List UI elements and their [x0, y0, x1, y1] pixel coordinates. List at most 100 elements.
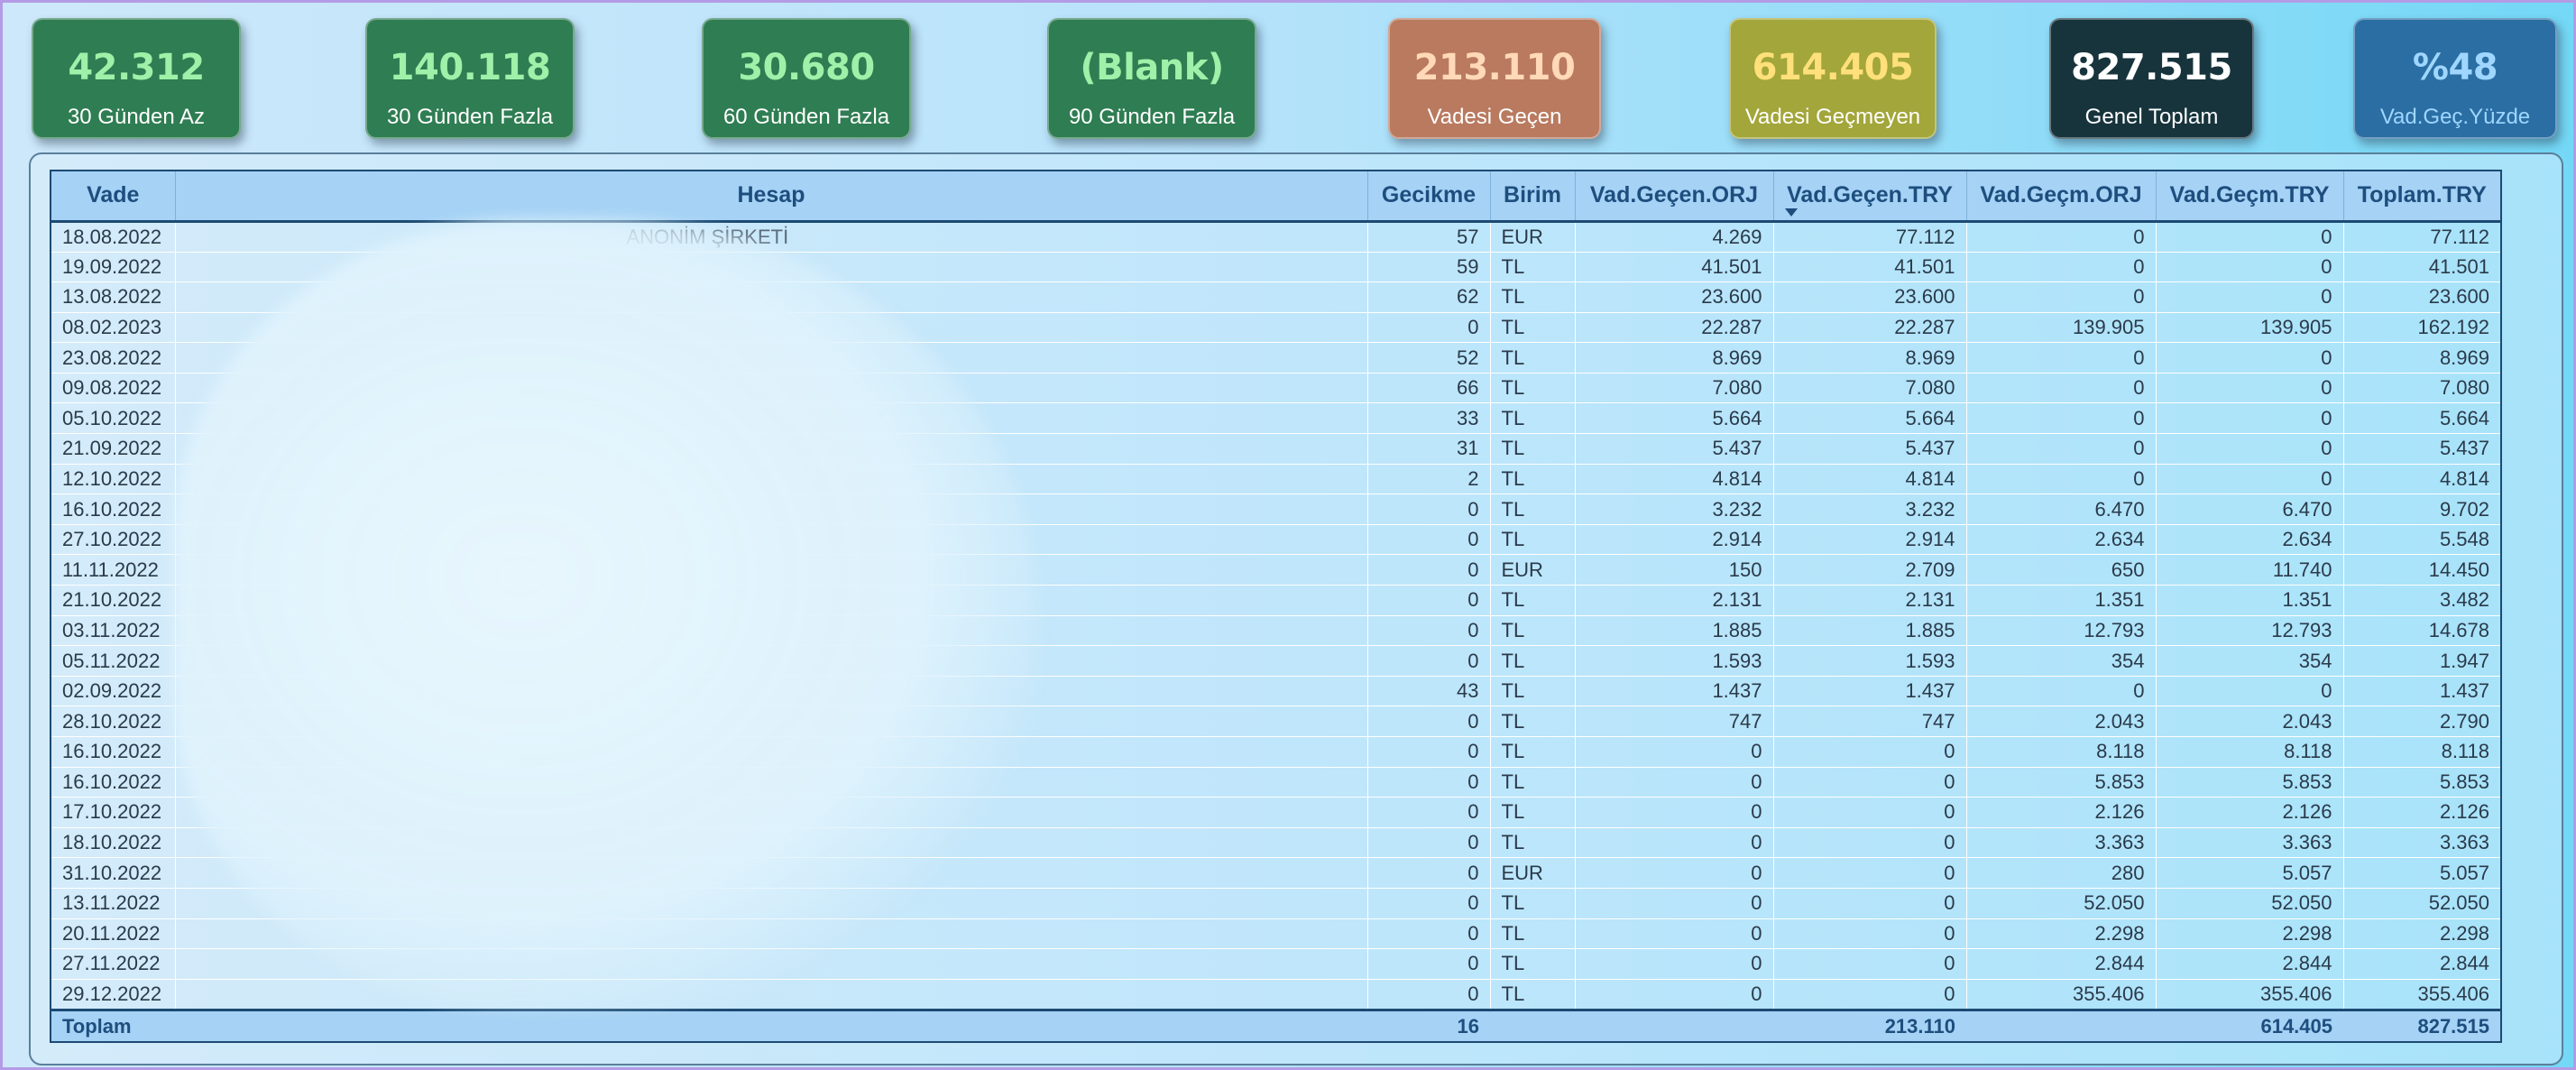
- cell-vad-gecm-try: 6.470: [2155, 493, 2343, 525]
- cell-hesap: [174, 645, 1367, 677]
- table-row[interactable]: 18.08.2022 ANONİM ŞİRKETİ 57 EUR 4.269 77.112…: [50, 221, 2502, 253]
- cell-hesap: [174, 585, 1367, 616]
- table-row[interactable]: 13.11.2022 0 TL 0 0 52.050 52.050 52.050: [50, 888, 2502, 919]
- cell-vad-gecen-try: 0: [1772, 857, 1966, 889]
- cell-vad-gecm-orj: 354: [1965, 645, 2156, 677]
- cell-gecikme: 0: [1366, 585, 1490, 616]
- cell-vad-gecen-try: 2.131: [1772, 585, 1966, 616]
- kpi-value: (Blank): [1080, 47, 1224, 88]
- table-row[interactable]: 16.10.2022 0 TL 0 0 5.853 5.853 5.853: [50, 767, 2502, 798]
- table-total-row: Toplam 16 213.110 614.405 827.515: [50, 1008, 2502, 1044]
- cell-vad-gecen-try: 2.709: [1772, 554, 1966, 586]
- table-row[interactable]: 28.10.2022 0 TL 747 747 2.043 2.043 2.790: [50, 706, 2502, 737]
- cell-vad-gecen-try: 22.287: [1772, 312, 1966, 344]
- cell-toplam-try: 4.814: [2342, 464, 2502, 495]
- aging-table-container: Vade Hesap Gecikme Birim Vad.Geçen.ORJ Vad.Ge…: [50, 170, 2502, 1044]
- cell-vad-gecm-orj: 5.853: [1965, 767, 2156, 798]
- header-label: Vad.Geçm.TRY: [2169, 182, 2330, 208]
- cell-vad-gecm-try: 12.793: [2155, 615, 2343, 647]
- table-row[interactable]: 13.08.2022 62 TL 23.600 23.600 0 0 23.600: [50, 281, 2502, 313]
- cell-vade: 11.11.2022: [50, 554, 175, 586]
- header-vade[interactable]: Vade: [50, 170, 175, 223]
- header-vad-gecm-try[interactable]: Vad.Geçm.TRY: [2155, 170, 2343, 223]
- cell-gecikme: 0: [1366, 615, 1490, 647]
- cell-vad-gecm-try: 0: [2155, 464, 2343, 495]
- header-gecikme[interactable]: Gecikme: [1366, 170, 1490, 223]
- cell-vad-gecm-orj: 6.470: [1965, 493, 2156, 525]
- cell-vad-gecen-try: 8.969: [1772, 342, 1966, 374]
- kpi-card: 140.118 30 Günden Fazla: [365, 18, 575, 139]
- cell-toplam-try: 2.790: [2342, 706, 2502, 737]
- cell-vad-gecen-try: 2.914: [1772, 524, 1966, 556]
- cell-birim: TL: [1489, 615, 1575, 647]
- cell-birim: TL: [1489, 585, 1575, 616]
- cell-vad-gecen-try: 5.664: [1772, 402, 1966, 435]
- header-vad-gecen-try[interactable]: Vad.Geçen.TRY: [1772, 170, 1966, 223]
- table-row[interactable]: 12.10.2022 2 TL 4.814 4.814 0 0 4.814: [50, 464, 2502, 495]
- table-row[interactable]: 21.10.2022 0 TL 2.131 2.131 1.351 1.351 3.482: [50, 585, 2502, 616]
- table-row[interactable]: 02.09.2022 43 TL 1.437 1.437 0 0 1.437: [50, 676, 2502, 707]
- table-row[interactable]: 09.08.2022 66 TL 7.080 7.080 0 0 7.080: [50, 373, 2502, 404]
- table-row[interactable]: 18.10.2022 0 TL 0 0 3.363 3.363 3.363: [50, 827, 2502, 859]
- table-row[interactable]: 16.10.2022 0 TL 3.232 3.232 6.470 6.470 9.702: [50, 493, 2502, 525]
- table-row[interactable]: 05.11.2022 0 TL 1.593 1.593 354 354 1.947: [50, 645, 2502, 677]
- cell-vad-gecen-try: 0: [1772, 797, 1966, 828]
- table-row[interactable]: 05.10.2022 33 TL 5.664 5.664 0 0 5.664: [50, 402, 2502, 435]
- kpi-value: 827.515: [2071, 47, 2232, 88]
- cell-vad-gecen-try: 5.437: [1772, 433, 1966, 465]
- cell-vad-gecm-try: 0: [2155, 342, 2343, 374]
- cell-gecikme: 59: [1366, 252, 1490, 283]
- cell-hesap: [174, 615, 1367, 647]
- sort-descending-icon[interactable]: [1784, 208, 1798, 217]
- table-row[interactable]: 27.11.2022 0 TL 0 0 2.844 2.844 2.844: [50, 948, 2502, 980]
- cell-birim: TL: [1489, 676, 1575, 707]
- table-row[interactable]: 19.09.2022 59 TL 41.501 41.501 0 0 41.501: [50, 252, 2502, 283]
- cell-vad-gecen-try: 0: [1772, 827, 1966, 859]
- table-row[interactable]: 03.11.2022 0 TL 1.885 1.885 12.793 12.793 14.67…: [50, 615, 2502, 647]
- header-hesap[interactable]: Hesap: [174, 170, 1367, 223]
- header-birim[interactable]: Birim: [1489, 170, 1575, 223]
- cell-birim: TL: [1489, 373, 1575, 404]
- kpi-label: 30 Günden Fazla: [386, 105, 554, 129]
- cell-vad-gecen-orj: 0: [1574, 797, 1773, 828]
- total-birim: [1490, 1008, 1575, 1044]
- cell-gecikme: 0: [1366, 312, 1490, 344]
- cell-vad-gecm-orj: 0: [1965, 281, 2156, 313]
- cell-vad-gecen-orj: 2.131: [1574, 585, 1773, 616]
- cell-birim: TL: [1489, 888, 1575, 919]
- table-row[interactable]: 11.11.2022 0 EUR 150 2.709 650 11.740 14.450: [50, 554, 2502, 586]
- cell-birim: TL: [1489, 493, 1575, 525]
- total-vad-gecen-try: 213.110: [1773, 1008, 1966, 1044]
- cell-vad-gecen-orj: 0: [1574, 736, 1773, 768]
- cell-vade: 18.10.2022: [50, 827, 175, 859]
- cell-vad-gecm-orj: 0: [1965, 433, 2156, 465]
- header-toplam-try[interactable]: Toplam.TRY: [2342, 170, 2502, 223]
- cell-vade: 16.10.2022: [50, 767, 175, 798]
- header-vad-gecen-orj[interactable]: Vad.Geçen.ORJ: [1574, 170, 1773, 223]
- cell-toplam-try: 41.501: [2342, 252, 2502, 283]
- cell-vad-gecm-orj: 2.298: [1965, 918, 2156, 950]
- table-row[interactable]: 08.02.2023 0 TL 22.287 22.287 139.905 139.905 1…: [50, 312, 2502, 344]
- cell-gecikme: 33: [1366, 402, 1490, 435]
- cell-vade: 28.10.2022: [50, 706, 175, 737]
- table-row[interactable]: 27.10.2022 0 TL 2.914 2.914 2.634 2.634 5.548: [50, 524, 2502, 556]
- header-label: Vad.Geçm.ORJ: [1980, 182, 2142, 208]
- cell-toplam-try: 2.844: [2342, 948, 2502, 980]
- cell-birim: TL: [1489, 281, 1575, 313]
- header-vad-gecm-orj[interactable]: Vad.Geçm.ORJ: [1965, 170, 2156, 223]
- table-row[interactable]: 21.09.2022 31 TL 5.437 5.437 0 0 5.437: [50, 433, 2502, 465]
- kpi-card: 30.680 60 Günden Fazla: [702, 18, 911, 139]
- cell-vad-gecm-orj: 12.793: [1965, 615, 2156, 647]
- table-row[interactable]: 31.10.2022 0 EUR 0 0 280 5.057 5.057: [50, 857, 2502, 889]
- cell-gecikme: 0: [1366, 736, 1490, 768]
- cell-hesap: [174, 281, 1367, 313]
- table-row[interactable]: 17.10.2022 0 TL 0 0 2.126 2.126 2.126: [50, 797, 2502, 828]
- cell-vad-gecm-try: 52.050: [2155, 888, 2343, 919]
- table-row[interactable]: 23.08.2022 52 TL 8.969 8.969 0 0 8.969: [50, 342, 2502, 374]
- table-row[interactable]: 16.10.2022 0 TL 0 0 8.118 8.118 8.118: [50, 736, 2502, 768]
- cell-vad-gecm-orj: 52.050: [1965, 888, 2156, 919]
- table-row[interactable]: 29.12.2022 0 TL 0 0 355.406 355.406 355.406: [50, 979, 2502, 1010]
- cell-vad-gecm-try: 0: [2155, 373, 2343, 404]
- table-row[interactable]: 20.11.2022 0 TL 0 0 2.298 2.298 2.298: [50, 918, 2502, 950]
- cell-gecikme: 0: [1366, 918, 1490, 950]
